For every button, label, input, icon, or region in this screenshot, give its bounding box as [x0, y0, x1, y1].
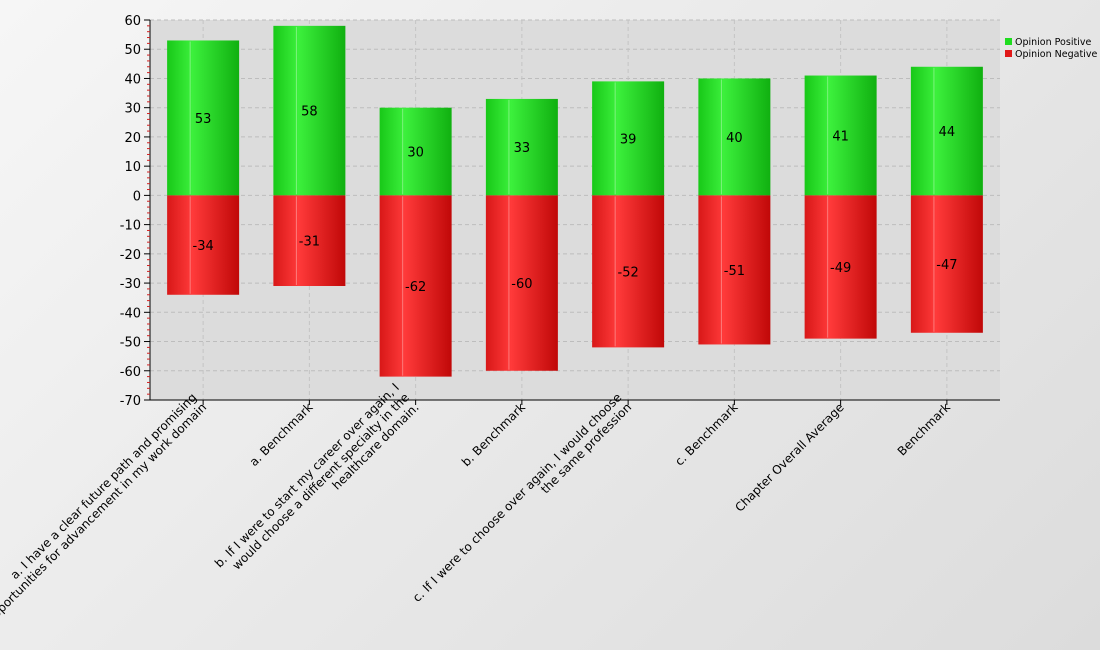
legend-label: Opinion Negative: [1015, 49, 1097, 60]
category-label-line: Benchmark: [895, 400, 953, 458]
category-label-line: opportunities for advancement in my work…: [0, 400, 209, 626]
data-label: 40: [726, 131, 743, 146]
category-label: b. Benchmark: [459, 400, 528, 469]
legend-swatch: [1005, 38, 1012, 45]
bars: 53 58 30 33 39 40 41 44 -34 -31 -62 -60 -52 -51 -49 -47: [167, 25, 983, 377]
legend-label: Opinion Positive: [1015, 37, 1091, 48]
category-label-line: Chapter Overall Average: [732, 400, 846, 514]
y-tick-label: 10: [124, 160, 141, 175]
category-label-line: c. Benchmark: [672, 400, 740, 468]
data-label: -47: [936, 258, 957, 273]
negative-bar: [804, 195, 877, 339]
y-tick-label: 30: [124, 102, 141, 117]
data-label: -49: [830, 261, 851, 276]
category-label-line: a. Benchmark: [247, 400, 316, 469]
data-label: -60: [511, 277, 532, 292]
y-tick-label: -60: [120, 365, 141, 380]
y-tick-label: 0: [133, 189, 141, 204]
positive-bar: [379, 107, 452, 196]
data-label: 41: [832, 129, 849, 144]
category-label: Benchmark: [895, 400, 953, 458]
negative-bar: [273, 195, 346, 286]
y-tick-label: -50: [120, 336, 141, 351]
y-tick-label: -10: [120, 219, 141, 234]
legend-swatch: [1005, 50, 1012, 57]
category-label-line: b. Benchmark: [459, 400, 528, 469]
negative-bar: [167, 195, 240, 295]
y-tick-label: -20: [120, 248, 141, 263]
axes: 60 50 40 30 20 10 0 -10 -20 -30 -40 -50 -60 -70: [120, 14, 1000, 409]
data-label: -62: [405, 280, 426, 295]
negative-bar: [698, 195, 771, 345]
category-label: c. Benchmark: [672, 400, 740, 468]
category-label-line: c. If I were to choose over again, I wou…: [410, 390, 624, 604]
positive-bar: [698, 78, 771, 196]
negative-bar: [379, 195, 452, 377]
y-tick-label: 20: [124, 131, 141, 146]
category-label: a. I have a clear future path and promis…: [0, 390, 209, 626]
y-tick-label: 60: [124, 14, 141, 29]
category-label: c. If I were to choose over again, I wou…: [410, 390, 634, 604]
negative-bar: [910, 195, 983, 333]
category-labels: a. I have a clear future path and promis…: [0, 380, 953, 626]
positive-bar: [167, 40, 240, 196]
category-label-line: a. I have a clear future path and promis…: [8, 390, 200, 582]
data-label: -34: [193, 239, 214, 254]
positive-bar: [804, 75, 877, 196]
data-label: 53: [195, 112, 212, 127]
negative-bar: [485, 195, 558, 371]
category-label: Chapter Overall Average: [732, 400, 846, 514]
data-label: 58: [301, 105, 318, 120]
data-label: -52: [618, 265, 639, 280]
positive-bar: [273, 25, 346, 196]
y-tick-label: 40: [124, 72, 141, 87]
category-label-line: the same profession: [538, 400, 634, 496]
y-tick-label: -30: [120, 277, 141, 292]
positive-bar: [592, 81, 665, 196]
negative-bar: [592, 195, 665, 348]
data-label: 44: [939, 125, 956, 140]
positive-bar: [485, 98, 558, 196]
data-label: -31: [299, 235, 320, 250]
y-tick-label: -70: [120, 394, 141, 409]
category-label-line: would choose a different specialty in th…: [230, 390, 412, 572]
category-label: b. If I were to start my career over aga…: [212, 380, 422, 572]
data-label: 33: [514, 141, 531, 156]
y-tick-label: -40: [120, 306, 141, 321]
category-label: a. Benchmark: [247, 400, 316, 469]
data-label: -51: [724, 264, 745, 279]
data-label: 39: [620, 132, 637, 147]
positive-bar: [910, 66, 983, 196]
y-tick-label: 50: [124, 43, 141, 58]
data-label: 30: [407, 146, 424, 161]
